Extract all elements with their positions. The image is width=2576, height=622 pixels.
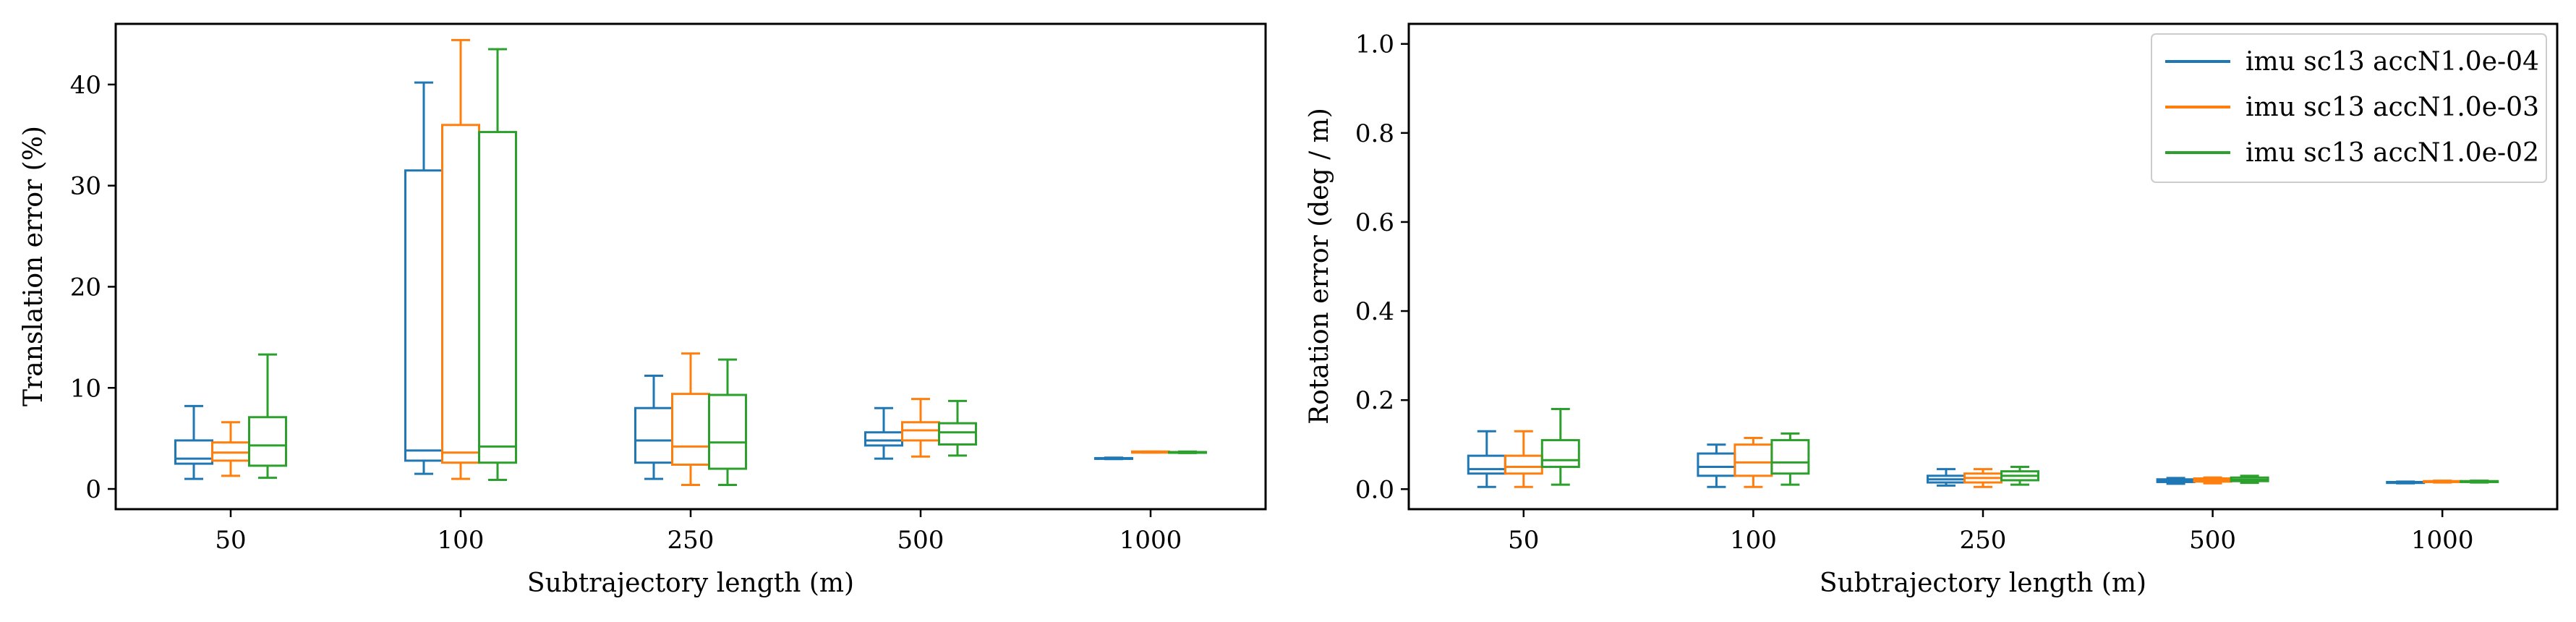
translation-x-ticks: 50 100 250 500 1000: [215, 509, 1182, 555]
rotation-box-0-2: [1927, 468, 1966, 487]
legend-label: imu sc13 accN1.0e-04: [2246, 47, 2539, 77]
rotation-y-ticks: 0.0 0.2 0.4 0.6 0.8 1.0: [1355, 30, 1409, 504]
translation-box-2-2: [708, 358, 747, 486]
box-body: [478, 131, 517, 464]
box-body: [938, 422, 977, 446]
translation-box-0-0: [174, 404, 213, 480]
rotation-x-axis-label: Subtrajectory length (m): [1820, 568, 2146, 598]
rotation-box-2-4: [2460, 480, 2499, 484]
rotation-box-0-4: [2386, 480, 2426, 485]
rotation-y-tick-label: 0.2: [1355, 386, 1394, 415]
rotation-x-ticks: 50 100 250 500 1000: [1508, 509, 2473, 555]
rotation-box-2-1: [1770, 432, 1810, 486]
legend-label: imu sc13 accN1.0e-02: [2246, 138, 2539, 168]
rotation-x-tick-label: 250: [1960, 526, 2007, 555]
translation-box-2-3: [938, 399, 977, 457]
rotation-error-panel: 0.0 0.2 0.4 0.6 0.8 1.0 50 100 250 500 1000 Subtr…: [1305, 22, 2559, 598]
translation-box-2-4: [1168, 450, 1207, 454]
translation-y-tick-label: 20: [70, 273, 101, 302]
translation-x-tick-label: 500: [897, 526, 944, 555]
translation-box-plots: [174, 38, 1207, 486]
rotation-x-tick-label: 500: [2189, 526, 2236, 555]
translation-y-tick-label: 0: [85, 475, 101, 504]
rotation-y-tick-label: 0.4: [1355, 297, 1394, 326]
rotation-box-0-3: [2156, 477, 2196, 485]
translation-y-tick-label: 30: [70, 172, 101, 201]
rotation-x-tick-label: 50: [1508, 526, 1539, 555]
translation-x-axis-label: Subtrajectory length (m): [527, 568, 854, 598]
box-body: [1540, 439, 1580, 469]
rotation-y-tick-label: 0.6: [1355, 208, 1394, 237]
translation-box-2-0: [248, 353, 287, 480]
rotation-box-1-3: [2193, 476, 2232, 485]
translation-y-tick-label: 40: [70, 71, 101, 100]
rotation-box-2-0: [1540, 407, 1580, 486]
legend: imu sc13 accN1.0e-04 imu sc13 accN1.0e-0…: [2151, 33, 2547, 183]
rotation-box-2-2: [2000, 466, 2039, 486]
legend-entry: imu sc13 accN1.0e-02: [2165, 138, 2539, 168]
legend-entry: imu sc13 accN1.0e-03: [2165, 93, 2539, 122]
translation-error-panel: 0 10 20 30 40 50 100 250 500 1000 Subtrajectory …: [19, 22, 1267, 598]
translation-y-ticks: 0 10 20 30 40: [70, 71, 116, 504]
rotation-y-tick-label: 0.8: [1355, 119, 1394, 148]
rotation-box-1-4: [2423, 480, 2462, 484]
translation-x-tick-label: 1000: [1119, 526, 1182, 555]
translation-box-2-1: [478, 48, 517, 481]
translation-box-1-4: [1131, 450, 1170, 454]
translation-y-tick-label: 10: [70, 374, 101, 403]
rotation-x-tick-label: 1000: [2411, 526, 2474, 555]
translation-x-tick-label: 100: [438, 526, 485, 555]
rotation-box-2-3: [2230, 474, 2269, 485]
box-body: [708, 393, 747, 470]
translation-box-0-4: [1094, 456, 1133, 461]
box-body: [248, 416, 287, 467]
rotation-y-axis-label: Rotation error (deg / m): [1305, 108, 1334, 425]
legend-frame: [2151, 33, 2547, 183]
rotation-box-plots: [1467, 407, 2499, 488]
legend-label: imu sc13 accN1.0e-03: [2246, 93, 2539, 122]
translation-y-axis-label: Translation error (%): [19, 126, 48, 406]
box-body: [1770, 439, 1810, 475]
rotation-x-tick-label: 100: [1730, 526, 1777, 555]
rotation-y-tick-label: 1.0: [1355, 30, 1394, 59]
translation-x-tick-label: 250: [668, 526, 715, 555]
legend-entry: imu sc13 accN1.0e-04: [2165, 47, 2539, 77]
rotation-y-tick-label: 0.0: [1355, 475, 1394, 504]
translation-x-tick-label: 50: [215, 526, 246, 555]
rotation-box-0-0: [1467, 430, 1506, 488]
